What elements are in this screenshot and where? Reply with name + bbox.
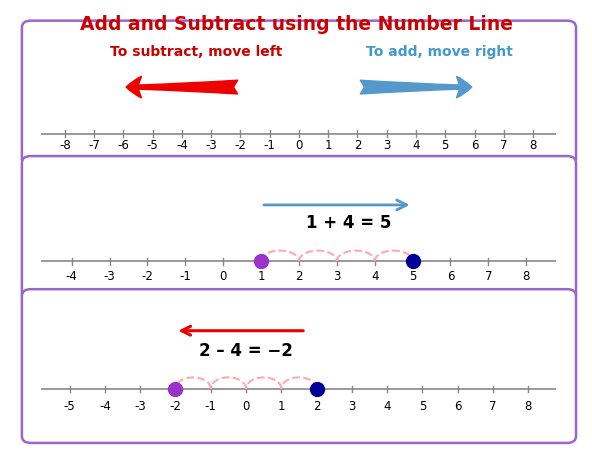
Text: 8: 8 bbox=[523, 270, 530, 283]
Text: Add and Subtract using the Number Line: Add and Subtract using the Number Line bbox=[79, 15, 513, 34]
Text: 1: 1 bbox=[258, 270, 265, 283]
Text: 7: 7 bbox=[500, 139, 507, 152]
Text: To add, move right: To add, move right bbox=[366, 45, 513, 59]
Text: 1: 1 bbox=[324, 139, 332, 152]
Text: 0: 0 bbox=[295, 139, 303, 152]
Text: 7: 7 bbox=[489, 400, 497, 413]
Text: -1: -1 bbox=[179, 270, 191, 283]
Text: 2: 2 bbox=[313, 400, 320, 413]
Text: -2: -2 bbox=[234, 139, 246, 152]
Text: -4: -4 bbox=[66, 270, 78, 283]
Text: 8: 8 bbox=[525, 400, 532, 413]
Text: 1: 1 bbox=[278, 400, 285, 413]
Text: -3: -3 bbox=[104, 270, 115, 283]
Text: -5: -5 bbox=[64, 400, 76, 413]
Text: -6: -6 bbox=[117, 139, 129, 152]
Text: -1: -1 bbox=[264, 139, 276, 152]
Text: 6: 6 bbox=[471, 139, 478, 152]
Text: To subtract, move left: To subtract, move left bbox=[110, 45, 283, 59]
Text: 5: 5 bbox=[442, 139, 449, 152]
Text: 3: 3 bbox=[383, 139, 391, 152]
Text: 4: 4 bbox=[384, 400, 391, 413]
Text: 5: 5 bbox=[419, 400, 426, 413]
Text: -2: -2 bbox=[169, 400, 181, 413]
Text: 3: 3 bbox=[348, 400, 356, 413]
Text: 6: 6 bbox=[447, 270, 454, 283]
Text: 3: 3 bbox=[333, 270, 340, 283]
Text: -4: -4 bbox=[99, 400, 111, 413]
Text: -2: -2 bbox=[141, 270, 153, 283]
Text: 5: 5 bbox=[409, 270, 416, 283]
Text: 2: 2 bbox=[295, 270, 303, 283]
Text: 6: 6 bbox=[454, 400, 461, 413]
Text: 8: 8 bbox=[529, 139, 537, 152]
Text: -8: -8 bbox=[59, 139, 70, 152]
Text: 1 + 4 = 5: 1 + 4 = 5 bbox=[305, 213, 391, 231]
Text: 0: 0 bbox=[242, 400, 250, 413]
Text: 0: 0 bbox=[220, 270, 227, 283]
Text: -7: -7 bbox=[88, 139, 100, 152]
Text: -4: -4 bbox=[176, 139, 188, 152]
Text: 7: 7 bbox=[485, 270, 492, 283]
Text: 2 – 4 = −2: 2 – 4 = −2 bbox=[199, 342, 293, 360]
Text: -3: -3 bbox=[134, 400, 146, 413]
Text: 2: 2 bbox=[354, 139, 361, 152]
Text: -1: -1 bbox=[205, 400, 217, 413]
Text: 4: 4 bbox=[412, 139, 420, 152]
Text: 4: 4 bbox=[371, 270, 378, 283]
Text: -3: -3 bbox=[205, 139, 217, 152]
Text: -5: -5 bbox=[147, 139, 159, 152]
